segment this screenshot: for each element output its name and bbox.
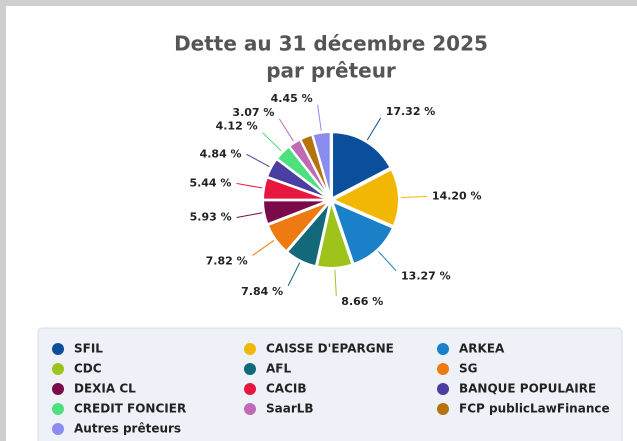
legend-marker: [437, 363, 449, 375]
legend-marker: [437, 383, 449, 395]
label-line: [236, 212, 263, 219]
pie-slice: [331, 131, 392, 200]
legend-marker: [244, 403, 256, 415]
data-label: 14.20 %: [432, 190, 482, 203]
legend-label: SaarLB: [266, 402, 314, 416]
legend-marker: [52, 383, 64, 395]
label-line: [262, 132, 282, 152]
legend-marker: [52, 403, 64, 415]
data-label: 7.82 %: [206, 254, 248, 267]
label-line: [400, 196, 427, 198]
label-line: [366, 117, 382, 141]
label-line: [378, 251, 397, 271]
pie-slice: [330, 167, 400, 228]
label-line: [317, 104, 322, 131]
data-label: 17.32 %: [386, 105, 436, 118]
legend-label: ARKEA: [459, 342, 505, 356]
label-line: [334, 269, 337, 296]
legend-marker: [244, 383, 256, 395]
legend-marker: [52, 363, 64, 375]
legend-label: CACIB: [266, 382, 307, 396]
legend-marker: [244, 363, 256, 375]
pie-slice: [311, 131, 332, 199]
legend-box: [37, 327, 623, 441]
legend-label: CAISSE D'EPARGNE: [266, 342, 394, 356]
legend-marker: [52, 423, 64, 435]
data-label: 7.84 %: [241, 285, 283, 298]
data-label: 4.45 %: [271, 92, 313, 105]
label-line: [246, 153, 270, 168]
data-label: 13.27 %: [401, 270, 451, 283]
legend-label: SFIL: [74, 342, 103, 356]
legend-label: DEXIA CL: [74, 382, 136, 396]
legend-marker: [437, 403, 449, 415]
legend-label: BANQUE POPULAIRE: [459, 382, 596, 396]
label-line: [279, 118, 294, 142]
data-label: 3.07 %: [232, 106, 274, 119]
pie-slice: [330, 199, 395, 266]
data-label: 8.66 %: [341, 295, 383, 308]
legend-label: Autres prêteurs: [74, 422, 181, 436]
pie-slice: [315, 198, 354, 269]
legend-label: FCP publicLawFinance: [459, 402, 610, 416]
data-label: 4.84 %: [200, 147, 242, 160]
chart-title: Dette au 31 décembre 2025: [174, 32, 488, 56]
label-line: [252, 240, 275, 256]
legend-label: CREDIT FONCIER: [74, 402, 186, 416]
data-label: 5.44 %: [189, 176, 231, 189]
data-label: 5.93 %: [190, 211, 232, 224]
legend-label: AFL: [266, 362, 291, 376]
data-label: 4.12 %: [216, 120, 258, 133]
label-line: [287, 262, 301, 287]
legend-label: CDC: [74, 362, 102, 376]
label-line: [236, 182, 263, 189]
chart-subtitle: par prêteur: [266, 59, 396, 83]
legend-marker: [437, 343, 449, 355]
legend-marker: [244, 343, 256, 355]
legend-label: SG: [459, 362, 478, 376]
legend-marker: [52, 343, 64, 355]
